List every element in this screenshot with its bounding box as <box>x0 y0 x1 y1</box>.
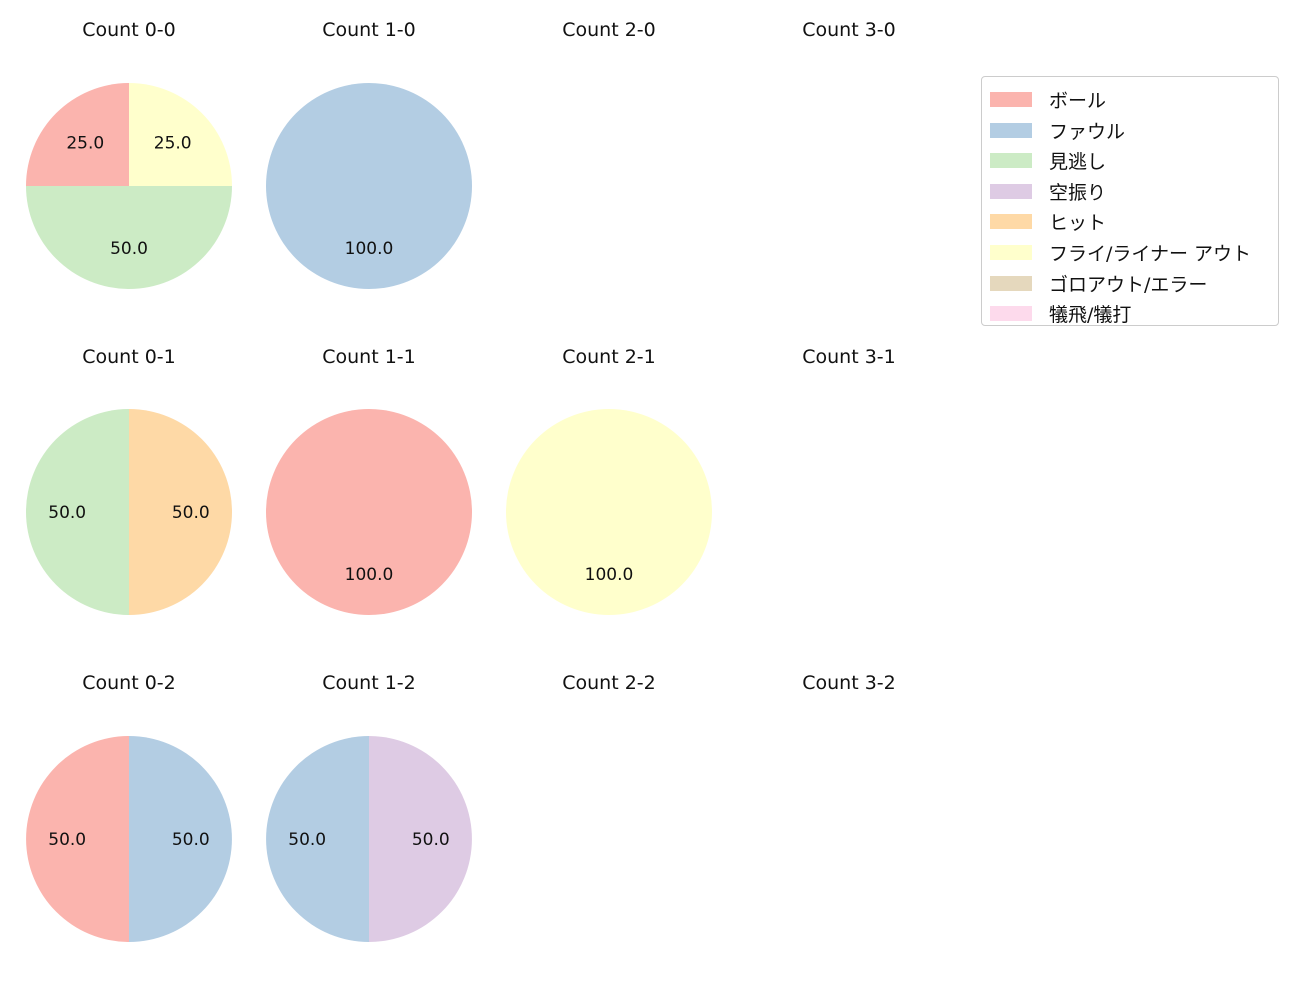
slice-label: 50.0 <box>288 830 326 850</box>
pie-slice <box>26 409 129 615</box>
pie-title: Count 0-1 <box>82 346 176 368</box>
legend-item: 犠飛/犠打 <box>982 297 1278 327</box>
slice-label: 50.0 <box>110 239 148 259</box>
legend-swatch <box>990 306 1032 322</box>
pie-count-2-1: Count 2-1 100.0 <box>506 346 712 615</box>
legend-swatch <box>990 92 1032 107</box>
legend-label: 見逃し <box>1049 151 1107 174</box>
pie-count-3-2: Count 3-2 <box>802 672 896 694</box>
pie-title: Count 2-0 <box>562 19 656 41</box>
pie-count-3-0: Count 3-0 <box>802 19 896 41</box>
pie-count-2-2: Count 2-2 <box>562 672 656 694</box>
legend-item: フライ/ライナー アウト <box>982 236 1278 266</box>
pie-title: Count 2-2 <box>562 672 656 694</box>
pie-title: Count 3-0 <box>802 19 896 41</box>
slice-label: 50.0 <box>172 503 210 523</box>
pie-count-1-0: Count 1-0 100.0 <box>266 19 472 289</box>
pie-slice <box>266 83 472 289</box>
pie-count-3-1: Count 3-1 <box>802 346 896 368</box>
slice-label: 25.0 <box>66 133 104 153</box>
legend-item: ヒット <box>982 205 1278 235</box>
slice-label: 50.0 <box>412 830 450 850</box>
pie-title: Count 3-1 <box>802 346 896 368</box>
pie-count-1-1: Count 1-1 100.0 <box>266 346 472 615</box>
legend-label: フライ/ライナー アウト <box>1049 243 1252 265</box>
pie-count-0-1: Count 0-1 50.0 50.0 <box>26 346 232 615</box>
legend-label: ファウル <box>1049 120 1126 143</box>
pie-count-0-0: Count 0-0 25.0 50.0 25.0 <box>26 19 232 289</box>
legend-swatch <box>990 275 1032 291</box>
pie-title: Count 3-2 <box>802 672 896 694</box>
legend-swatch <box>990 183 1032 199</box>
legend-label: ヒット <box>1049 212 1107 235</box>
slice-label: 25.0 <box>154 133 192 153</box>
slice-label: 50.0 <box>48 830 86 850</box>
legend-item: ゴロアウト/エラー <box>982 267 1278 297</box>
pie-title: Count 1-1 <box>322 346 416 368</box>
legend-label: ゴロアウト/エラー <box>1049 273 1208 296</box>
pie-slice <box>26 186 232 289</box>
legend-item: ボール <box>982 83 1278 113</box>
pie-slice <box>266 409 472 615</box>
legend-label: ボール <box>1049 90 1107 112</box>
pie-slice <box>129 83 232 186</box>
slice-label: 50.0 <box>172 830 210 850</box>
pie-title: Count 0-0 <box>82 19 176 41</box>
pie-slice <box>369 736 472 942</box>
legend-label: 空振り <box>1049 181 1107 204</box>
pie-title: Count 0-2 <box>82 672 176 694</box>
pie-slice <box>26 736 129 942</box>
legend-item: 見逃し <box>982 144 1278 174</box>
pie-slice <box>266 736 369 942</box>
legend-item: 空振り <box>982 175 1278 205</box>
legend-label: 犠飛/犠打 <box>1049 304 1132 327</box>
legend-swatch <box>990 122 1032 138</box>
slice-label: 100.0 <box>345 565 394 585</box>
legend-item: ファウル <box>982 114 1278 144</box>
pie-title: Count 1-2 <box>322 672 416 694</box>
pie-slice <box>506 409 712 615</box>
slice-label: 100.0 <box>585 565 634 585</box>
pie-count-2-0: Count 2-0 <box>562 19 656 41</box>
legend-swatch <box>990 214 1032 230</box>
slice-label: 50.0 <box>48 503 86 523</box>
pie-slice <box>26 83 129 186</box>
legend: ボールファウル見逃し空振りヒットフライ/ライナー アウト ゴロアウト/エラー 犠飛/… <box>981 76 1279 326</box>
pie-count-0-2: Count 0-2 50.0 50.0 <box>26 672 232 942</box>
legend-swatch <box>990 245 1032 260</box>
pie-count-1-2: Count 1-2 50.0 50.0 <box>266 672 472 942</box>
legend-swatch <box>990 153 1032 169</box>
pie-title: Count 1-0 <box>322 19 416 41</box>
pie-slice <box>129 409 232 615</box>
slice-label: 100.0 <box>345 239 394 259</box>
pie-title: Count 2-1 <box>562 346 656 368</box>
pie-slice <box>129 736 232 942</box>
